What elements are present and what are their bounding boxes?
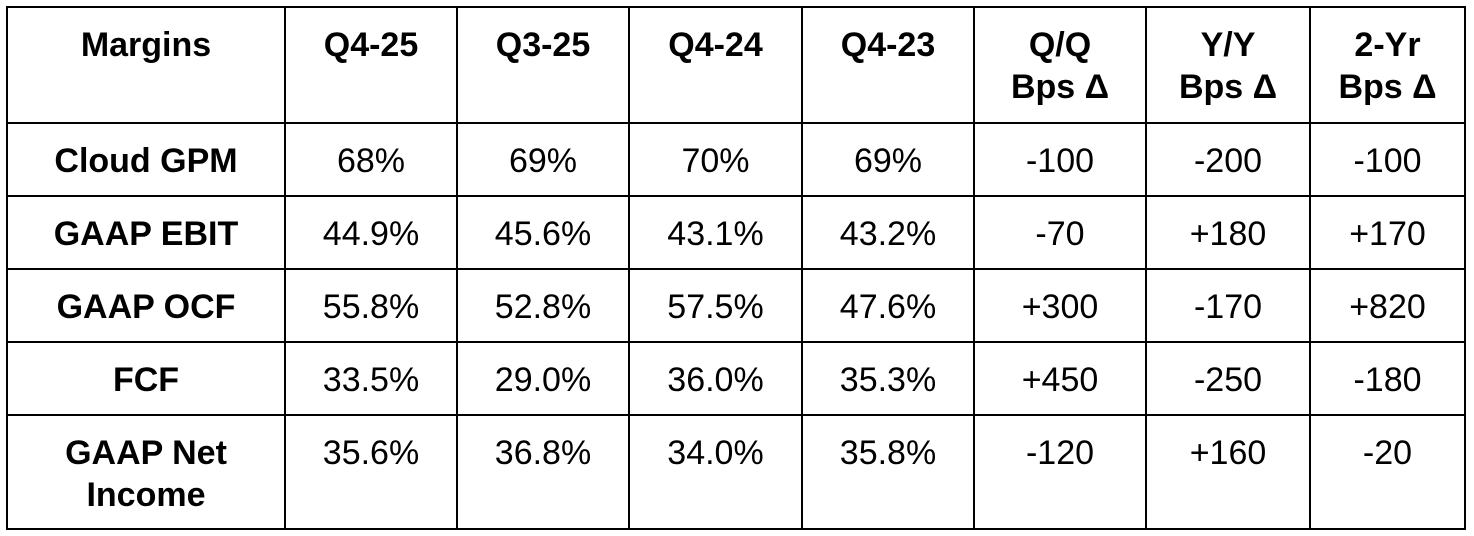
margins-table: Margins Q4-25 Q3-25 Q4-24 Q4-23 Q/Q Bps Δ Y/Y … <box>6 6 1466 530</box>
table-cell: 43.1% <box>628 195 803 270</box>
table-cell: -100 <box>973 122 1147 197</box>
table-cell: 35.6% <box>284 414 458 530</box>
table-cell: 68% <box>284 122 458 197</box>
table-cell: +300 <box>973 268 1147 343</box>
table-cell: +450 <box>973 341 1147 416</box>
header-cell: Q3-25 <box>456 6 630 124</box>
table-cell: -100 <box>1309 122 1466 197</box>
table-cell: +170 <box>1309 195 1466 270</box>
table-cell: 29.0% <box>456 341 630 416</box>
header-cell: Q4-23 <box>801 6 975 124</box>
table-cell: -120 <box>973 414 1147 530</box>
table-row: Cloud GPM 68% 69% 70% 69% -100 -200 -100 <box>6 122 1466 197</box>
table-row: GAAP Net Income 35.6% 36.8% 34.0% 35.8% -120 +… <box>6 414 1466 530</box>
table-cell: 69% <box>801 122 975 197</box>
table-cell: 52.8% <box>456 268 630 343</box>
table-cell: 36.0% <box>628 341 803 416</box>
table-row: GAAP EBIT 44.9% 45.6% 43.1% 43.2% -70 +180 +170 <box>6 195 1466 270</box>
table-cell: 36.8% <box>456 414 630 530</box>
row-label: GAAP Net Income <box>6 414 286 530</box>
table-cell: -180 <box>1309 341 1466 416</box>
table-cell: 47.6% <box>801 268 975 343</box>
table-cell: -200 <box>1145 122 1311 197</box>
table-body: Cloud GPM 68% 69% 70% 69% -100 -200 -100 GAAP EB… <box>6 122 1466 530</box>
header-cell: Q/Q Bps Δ <box>973 6 1147 124</box>
table-cell: 69% <box>456 122 630 197</box>
table-cell: +180 <box>1145 195 1311 270</box>
table-cell: 55.8% <box>284 268 458 343</box>
table-cell: 43.2% <box>801 195 975 270</box>
table-row: GAAP OCF 55.8% 52.8% 57.5% 47.6% +300 -170 +820 <box>6 268 1466 343</box>
table-cell: -70 <box>973 195 1147 270</box>
header-cell: Y/Y Bps Δ <box>1145 6 1311 124</box>
table-cell: -250 <box>1145 341 1311 416</box>
row-label: GAAP EBIT <box>6 195 286 270</box>
row-label: Cloud GPM <box>6 122 286 197</box>
table-cell: 70% <box>628 122 803 197</box>
table-cell: +820 <box>1309 268 1466 343</box>
table-row: FCF 33.5% 29.0% 36.0% 35.3% +450 -250 -180 <box>6 341 1466 416</box>
table-cell: -170 <box>1145 268 1311 343</box>
header-cell: 2-Yr Bps Δ <box>1309 6 1466 124</box>
table-cell: 34.0% <box>628 414 803 530</box>
header-cell: Margins <box>6 6 286 124</box>
header-row: Margins Q4-25 Q3-25 Q4-24 Q4-23 Q/Q Bps Δ Y/Y … <box>6 6 1466 124</box>
table-cell: -20 <box>1309 414 1466 530</box>
row-label: GAAP OCF <box>6 268 286 343</box>
table-cell: 45.6% <box>456 195 630 270</box>
row-label: FCF <box>6 341 286 416</box>
table-cell: 33.5% <box>284 341 458 416</box>
table-cell: 57.5% <box>628 268 803 343</box>
table-cell: 44.9% <box>284 195 458 270</box>
header-cell: Q4-25 <box>284 6 458 124</box>
table-cell: 35.8% <box>801 414 975 530</box>
table-cell: 35.3% <box>801 341 975 416</box>
header-cell: Q4-24 <box>628 6 803 124</box>
table-cell: +160 <box>1145 414 1311 530</box>
